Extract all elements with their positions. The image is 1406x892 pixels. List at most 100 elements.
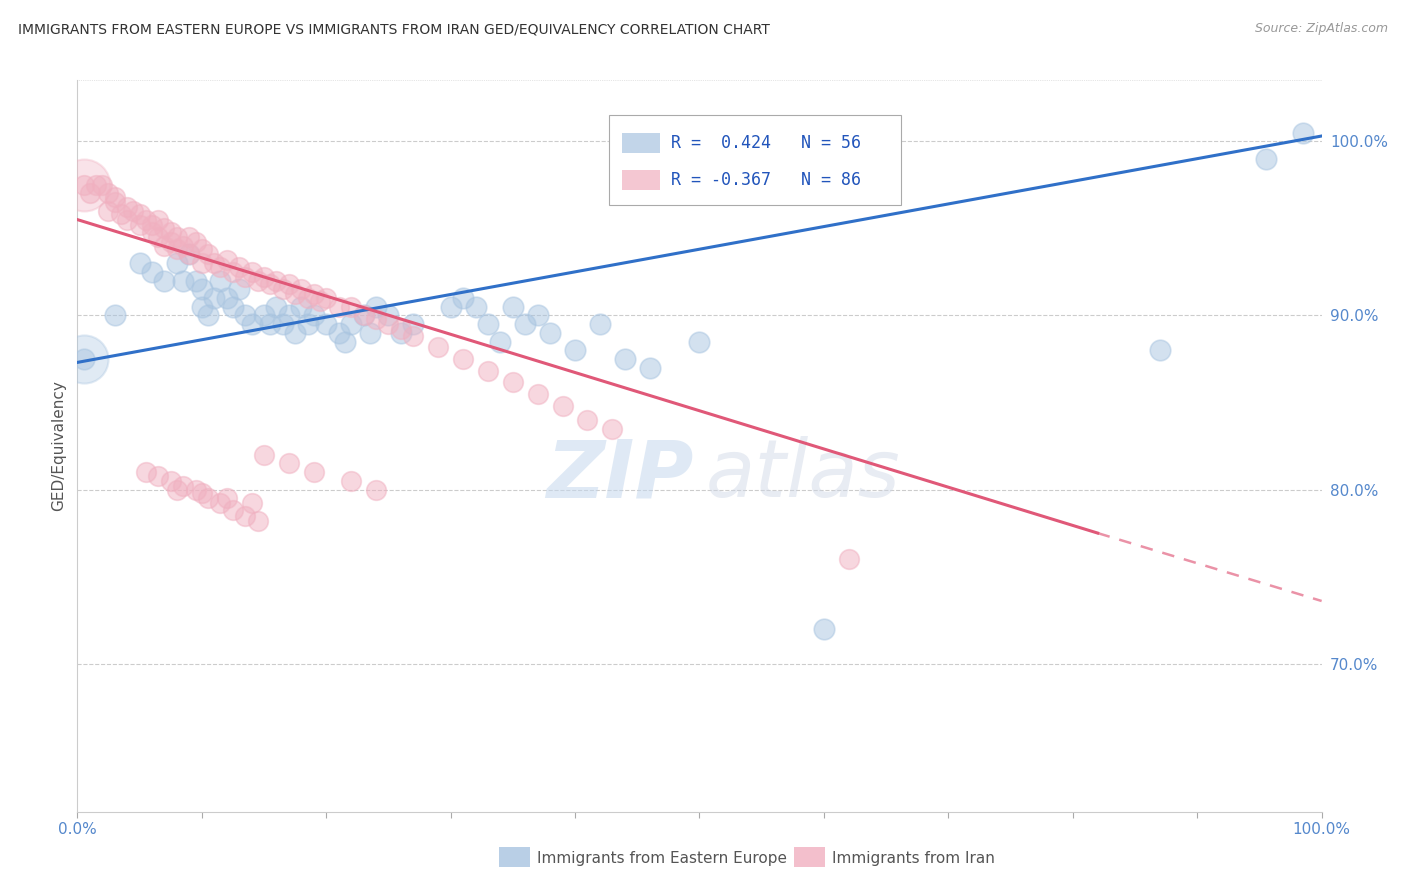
- Point: [613, 351, 636, 366]
- Point: [128, 207, 150, 221]
- Point: [502, 375, 524, 389]
- Point: [302, 465, 325, 479]
- Point: [148, 468, 170, 483]
- Point: [159, 235, 181, 250]
- Point: [135, 465, 157, 479]
- Point: [284, 326, 307, 340]
- Point: [451, 351, 474, 366]
- Point: [246, 514, 269, 528]
- Point: [389, 322, 412, 336]
- Point: [340, 474, 363, 488]
- Point: [233, 270, 256, 285]
- Point: [253, 270, 276, 285]
- Point: [240, 496, 263, 510]
- Point: [502, 300, 524, 314]
- Point: [328, 300, 350, 314]
- Text: Source: ZipAtlas.com: Source: ZipAtlas.com: [1254, 22, 1388, 36]
- Point: [266, 300, 288, 314]
- Point: [84, 178, 107, 192]
- Point: [91, 178, 114, 192]
- Point: [340, 317, 363, 331]
- Point: [128, 218, 150, 232]
- Point: [515, 317, 537, 331]
- Point: [364, 300, 387, 314]
- Point: [179, 247, 201, 261]
- Point: [191, 256, 214, 270]
- Point: [309, 294, 332, 309]
- Text: IMMIGRANTS FROM EASTERN EUROPE VS IMMIGRANTS FROM IRAN GED/EQUIVALENCY CORRELATI: IMMIGRANTS FROM EASTERN EUROPE VS IMMIGR…: [18, 22, 770, 37]
- Point: [364, 311, 387, 326]
- Point: [191, 242, 214, 256]
- Point: [402, 317, 425, 331]
- Point: [179, 230, 201, 244]
- Point: [302, 287, 325, 301]
- Point: [215, 291, 238, 305]
- Point: [240, 317, 263, 331]
- FancyBboxPatch shape: [609, 115, 901, 204]
- Point: [209, 496, 232, 510]
- Point: [277, 309, 299, 323]
- Point: [222, 503, 245, 517]
- Point: [838, 552, 860, 566]
- Point: [689, 334, 711, 349]
- Point: [402, 329, 425, 343]
- Y-axis label: GED/Equivalency: GED/Equivalency: [51, 381, 66, 511]
- Text: Immigrants from Iran: Immigrants from Iran: [832, 851, 995, 865]
- Point: [266, 274, 288, 288]
- Point: [551, 399, 574, 413]
- Point: [589, 317, 612, 331]
- Point: [246, 274, 269, 288]
- Point: [191, 486, 214, 500]
- Point: [202, 291, 225, 305]
- Point: [364, 483, 387, 497]
- Point: [209, 260, 232, 274]
- Point: [233, 508, 256, 523]
- Point: [1292, 126, 1315, 140]
- Point: [813, 622, 835, 636]
- Point: [72, 351, 94, 366]
- Point: [353, 309, 375, 323]
- Point: [191, 282, 214, 296]
- Point: [489, 334, 512, 349]
- Point: [271, 317, 294, 331]
- Point: [277, 277, 299, 291]
- Point: [153, 238, 176, 252]
- Point: [166, 256, 188, 270]
- Point: [97, 203, 120, 218]
- Point: [166, 230, 188, 244]
- Point: [233, 309, 256, 323]
- Point: [284, 287, 307, 301]
- Point: [297, 317, 319, 331]
- Point: [179, 247, 201, 261]
- Point: [328, 326, 350, 340]
- Point: [166, 483, 188, 497]
- Point: [290, 300, 312, 314]
- Point: [290, 282, 312, 296]
- Point: [215, 491, 238, 506]
- Point: [115, 212, 138, 227]
- Point: [72, 351, 94, 366]
- Point: [79, 186, 101, 201]
- Point: [477, 364, 499, 378]
- Point: [141, 225, 163, 239]
- Point: [427, 340, 450, 354]
- Point: [451, 291, 474, 305]
- Point: [172, 274, 194, 288]
- Point: [122, 203, 145, 218]
- Point: [72, 178, 94, 192]
- Text: atlas: atlas: [706, 436, 900, 515]
- Point: [141, 218, 163, 232]
- Bar: [623, 169, 659, 190]
- Point: [440, 300, 463, 314]
- Point: [464, 300, 486, 314]
- Point: [297, 291, 319, 305]
- Point: [166, 242, 188, 256]
- Point: [477, 317, 499, 331]
- Point: [172, 479, 194, 493]
- Point: [222, 300, 245, 314]
- Point: [72, 178, 94, 192]
- Text: R =  0.424   N = 56: R = 0.424 N = 56: [671, 134, 860, 153]
- Point: [153, 221, 176, 235]
- Point: [377, 317, 399, 331]
- Point: [209, 274, 232, 288]
